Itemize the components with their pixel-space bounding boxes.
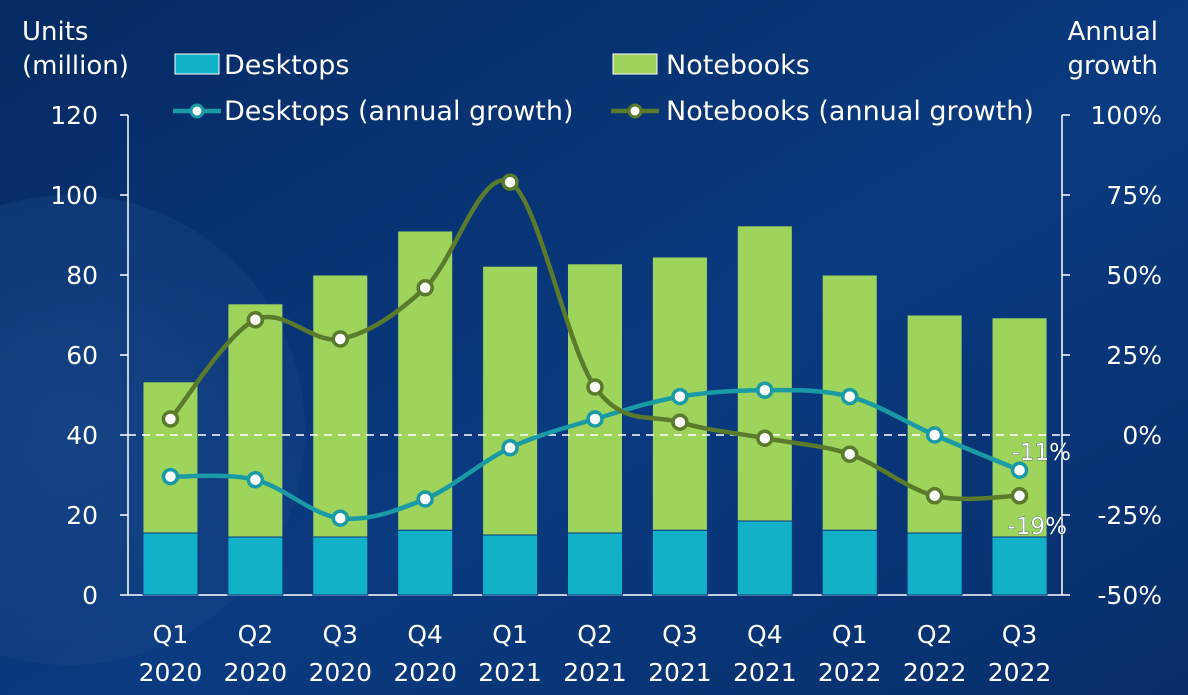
y-left-title-line1: Units bbox=[22, 17, 88, 47]
y-right-title-line2: growth bbox=[1068, 51, 1158, 81]
x-tick-label-quarter: Q2 bbox=[238, 620, 274, 649]
legend-label-notebooks-growth: Notebooks (annual growth) bbox=[666, 96, 1034, 127]
point-notebooks-annual-growth bbox=[501, 173, 519, 191]
bar-desktops bbox=[651, 529, 708, 596]
bar-desktops bbox=[906, 532, 963, 596]
point-desktops-annual-growth bbox=[331, 509, 350, 527]
x-tick-label-quarter: Q2 bbox=[577, 620, 613, 649]
bar-desktops bbox=[397, 529, 454, 596]
y-right-tick-label: 25% bbox=[1106, 341, 1162, 370]
bar-notebooks bbox=[567, 263, 623, 534]
legend-marker-notebooks-growth bbox=[627, 103, 643, 119]
point-desktops-annual-growth bbox=[671, 387, 689, 406]
bar-notebooks bbox=[482, 265, 539, 536]
point-desktops-annual-growth bbox=[925, 426, 944, 444]
legend-swatch-desktops bbox=[174, 53, 220, 75]
x-tick-label-year: 2021 bbox=[563, 658, 627, 687]
point-desktops-annual-growth bbox=[756, 381, 774, 399]
y-right-tick-label: 75% bbox=[1106, 181, 1162, 210]
bar-desktops bbox=[482, 534, 539, 596]
point-notebooks-annual-growth bbox=[586, 378, 604, 396]
legend-label-desktops-growth: Desktops (annual growth) bbox=[224, 96, 574, 127]
x-tick-label-year: 2022 bbox=[818, 658, 882, 687]
point-desktops-annual-growth bbox=[246, 471, 265, 489]
x-tick-label-year: 2021 bbox=[648, 658, 712, 687]
point-desktops-annual-growth bbox=[586, 410, 604, 428]
point-desktops-annual-growth bbox=[501, 439, 519, 457]
point-desktops-annual-growth bbox=[840, 387, 859, 406]
bar-desktops bbox=[567, 532, 623, 596]
y-right-title-line1: Annual bbox=[1068, 17, 1158, 47]
y-left-tick-label: 80 bbox=[66, 261, 98, 290]
legend-marker-desktops-growth bbox=[189, 103, 205, 119]
point-notebooks-annual-growth bbox=[331, 330, 350, 348]
y-right-tick-label: 100% bbox=[1091, 101, 1162, 130]
point-desktops-annual-growth bbox=[1010, 461, 1029, 479]
x-tick-label-year: 2020 bbox=[139, 658, 203, 687]
x-tick-label-year: 2020 bbox=[308, 658, 372, 687]
point-notebooks-annual-growth bbox=[161, 410, 180, 428]
y-right-tick-label: -25% bbox=[1097, 501, 1162, 530]
data-label-desktops-growth: -11% bbox=[1012, 440, 1071, 466]
y-right-tick-label: 0% bbox=[1122, 421, 1162, 450]
bar-desktops bbox=[991, 536, 1048, 596]
x-tick-label-year: 2020 bbox=[224, 658, 288, 687]
x-tick-label-quarter: Q4 bbox=[407, 620, 443, 649]
x-tick-label-quarter: Q1 bbox=[153, 620, 189, 649]
x-tick-label-quarter: Q1 bbox=[492, 620, 528, 649]
x-tick-label-quarter: Q1 bbox=[832, 620, 868, 649]
bar-desktops bbox=[227, 536, 284, 596]
bar-desktops bbox=[142, 532, 199, 596]
x-tick-label-quarter: Q2 bbox=[917, 620, 953, 649]
point-notebooks-annual-growth bbox=[925, 487, 944, 505]
bar-notebooks bbox=[736, 225, 793, 522]
point-notebooks-annual-growth bbox=[246, 311, 265, 329]
y-right-tick-label: -50% bbox=[1097, 581, 1162, 610]
point-desktops-annual-growth bbox=[416, 490, 434, 508]
x-tick-label-quarter: Q4 bbox=[747, 620, 783, 649]
y-left-title-line2: (million) bbox=[22, 51, 129, 81]
bar-notebooks bbox=[142, 381, 199, 534]
y-left-tick-label: 120 bbox=[50, 101, 98, 130]
y-left-tick-label: 60 bbox=[66, 341, 98, 370]
legend-label-desktops: Desktops bbox=[224, 50, 349, 81]
point-notebooks-annual-growth bbox=[1010, 487, 1029, 505]
bar-desktops bbox=[312, 536, 369, 596]
point-notebooks-annual-growth bbox=[840, 445, 859, 463]
point-notebooks-annual-growth bbox=[756, 429, 774, 447]
x-tick-label-year: 2022 bbox=[903, 658, 967, 687]
legend-swatch-notebooks bbox=[612, 53, 658, 75]
plot-layer: 0 20 40 60 80 100 120 -50% -25% 0% 25% 50% 75% 100% Q1… bbox=[50, 50, 1162, 687]
x-tick-label-quarter: Q3 bbox=[662, 620, 698, 649]
bar-notebooks bbox=[227, 303, 284, 538]
y-left-tick-label: 40 bbox=[66, 421, 98, 450]
x-tick-label-year: 2022 bbox=[988, 658, 1052, 687]
y-left-tick-label: 100 bbox=[50, 181, 98, 210]
data-label-notebooks-growth: -19% bbox=[1008, 514, 1067, 540]
x-tick-label-year: 2020 bbox=[393, 658, 457, 687]
legend-label-notebooks: Notebooks bbox=[666, 50, 810, 81]
x-tick-label-year: 2021 bbox=[733, 658, 797, 687]
bar-desktops bbox=[821, 529, 878, 596]
bar-notebooks bbox=[312, 274, 369, 538]
x-tick-label-quarter: Q3 bbox=[1002, 620, 1038, 649]
point-notebooks-annual-growth bbox=[416, 279, 434, 297]
x-tick-label-quarter: Q3 bbox=[322, 620, 358, 649]
x-tick-label-year: 2021 bbox=[478, 658, 542, 687]
y-left-tick-label: 20 bbox=[66, 501, 98, 530]
bar-desktops bbox=[736, 520, 793, 596]
bar-notebooks bbox=[397, 230, 454, 531]
y-right-tick-label: 50% bbox=[1106, 261, 1162, 290]
y-left-tick-label: 0 bbox=[82, 581, 98, 610]
point-notebooks-annual-growth bbox=[671, 413, 689, 431]
point-desktops-annual-growth bbox=[161, 467, 180, 486]
